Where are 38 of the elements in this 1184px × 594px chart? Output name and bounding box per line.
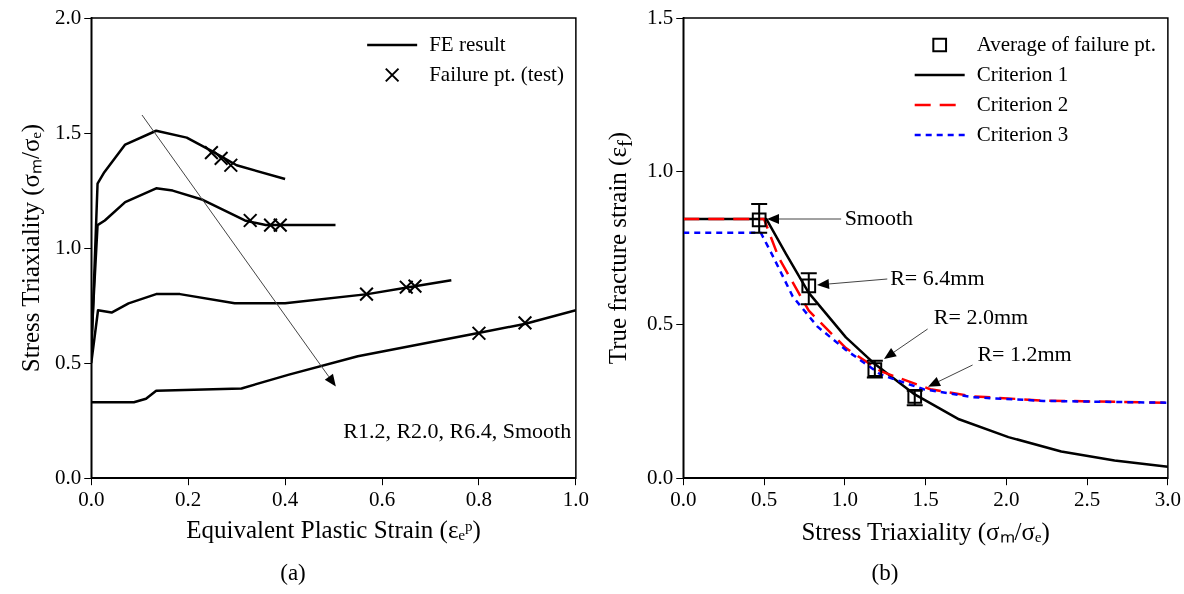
- x-tick-label: 0.4: [271, 487, 299, 512]
- legend-label: Criterion 3: [976, 121, 1069, 146]
- annotation: R= 2.0mm: [933, 304, 1029, 330]
- legend-label: Criterion 2: [976, 91, 1069, 116]
- x-tick-label: 0.8: [465, 487, 493, 512]
- legend-label: Criterion 1: [976, 61, 1069, 86]
- y-tick-label: 0.5: [55, 349, 82, 374]
- y-tick-label: 1.5: [55, 119, 82, 144]
- x-tick-label: 1.0: [562, 487, 589, 512]
- x-tick-label: 3.0: [1154, 487, 1181, 512]
- x-axis-title: Equivalent Plastic Strain (εₑᵖ): [186, 516, 481, 545]
- y-tick-label: 1.0: [647, 157, 674, 182]
- y-axis-title: Stress Triaxiality (σₘ/σₑ): [16, 123, 46, 373]
- x-tick-label: 1.0: [831, 487, 858, 512]
- y-tick-label: 0.5: [647, 311, 674, 336]
- legend-label: Failure pt. (test): [429, 61, 564, 86]
- x-tick-label: 1.5: [912, 487, 939, 512]
- x-tick-label: 2.0: [993, 487, 1020, 512]
- x-tick-label: 0.5: [750, 487, 778, 512]
- annotation: R1.2, R2.0, R6.4, Smooth: [343, 417, 572, 443]
- x-tick-label: 0.0: [78, 487, 105, 512]
- y-tick-label: 0.0: [647, 464, 674, 489]
- y-tick-label: 0.0: [55, 464, 82, 489]
- legend-label: Average of failure pt.: [976, 31, 1156, 56]
- x-tick-label: 0.6: [368, 487, 396, 512]
- annotation: R= 6.4mm: [890, 264, 985, 290]
- annotation: Smooth: [844, 204, 914, 230]
- text: (b): [871, 560, 899, 586]
- y-tick-label: 1.0: [55, 234, 82, 259]
- x-tick-label: 2.5: [1073, 487, 1101, 512]
- annotation: R= 1.2mm: [977, 341, 1072, 367]
- x-axis-title: Stress Triaxiality (σₘ/σₑ): [801, 517, 1050, 548]
- y-tick-label: 1.5: [647, 4, 674, 29]
- y-tick-label: 2.0: [55, 4, 82, 29]
- x-tick-label: 0.2: [175, 487, 202, 512]
- legend-label: FE result: [429, 31, 506, 56]
- text: (a): [280, 560, 306, 586]
- x-tick-label: 0.0: [670, 487, 697, 512]
